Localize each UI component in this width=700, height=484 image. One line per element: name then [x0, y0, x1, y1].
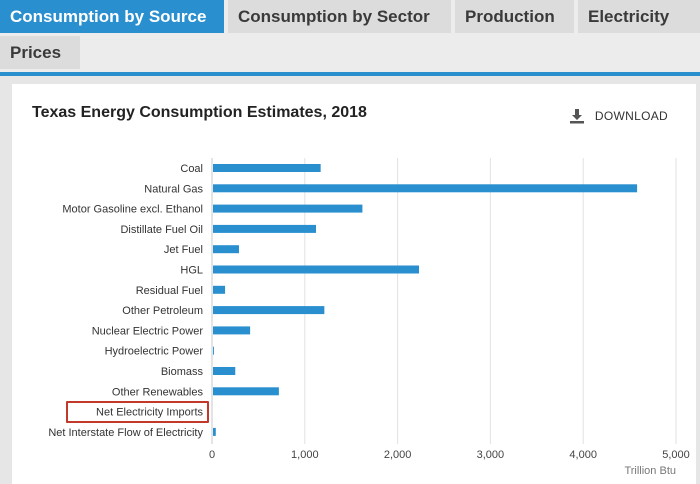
- category-label: Residual Fuel: [136, 285, 203, 297]
- tab-consumption-by-sector[interactable]: Consumption by Sector: [228, 0, 451, 33]
- x-axis-label: Trillion Btu: [624, 465, 676, 477]
- bar: [213, 367, 236, 375]
- bar: [213, 245, 239, 254]
- category-label: Distillate Fuel Oil: [120, 224, 203, 236]
- x-tick-label: 1,000: [291, 449, 319, 461]
- bar: [213, 387, 279, 396]
- x-tick-label: 4,000: [569, 449, 597, 461]
- bar: [213, 306, 325, 315]
- x-tick-label: 5,000: [662, 449, 690, 461]
- tab-consumption-by-source[interactable]: Consumption by Source: [0, 0, 224, 33]
- bar: [213, 326, 251, 335]
- tab-electricity[interactable]: Electricity: [578, 0, 700, 33]
- x-tick-label: 2,000: [384, 449, 412, 461]
- category-label: Motor Gasoline excl. Ethanol: [62, 204, 203, 216]
- bar: [213, 427, 216, 436]
- highlight-box: [66, 400, 209, 423]
- tab-bar: Consumption by Source Consumption by Sec…: [0, 0, 700, 72]
- bar: [213, 265, 420, 274]
- download-label: DOWNLOAD: [594, 109, 668, 123]
- tab-production[interactable]: Production: [455, 0, 574, 33]
- category-label: HGL: [180, 265, 203, 277]
- category-label: Hydroelectric Power: [105, 346, 204, 358]
- category-label: Other Renewables: [112, 386, 204, 398]
- bar: [213, 224, 317, 233]
- category-label: Natural Gas: [144, 183, 203, 195]
- category-label: Biomass: [161, 366, 204, 378]
- category-label: Other Petroleum: [122, 305, 203, 317]
- bar: [213, 164, 321, 172]
- bar: [213, 346, 214, 355]
- category-label: Nuclear Electric Power: [92, 325, 204, 337]
- bar: [213, 184, 638, 193]
- tab-prices[interactable]: Prices: [0, 36, 80, 69]
- tab-underline: [0, 72, 700, 76]
- download-button[interactable]: DOWNLOAD: [569, 108, 668, 124]
- category-label: Net Interstate Flow of Electricity: [48, 427, 203, 439]
- download-icon: [569, 109, 584, 124]
- x-tick-label: 0: [209, 449, 215, 461]
- bar: [213, 285, 226, 294]
- category-label: Net Electricity Imports: [96, 407, 203, 419]
- category-label: Coal: [180, 163, 203, 175]
- bar: [213, 204, 363, 213]
- category-label: Jet Fuel: [164, 244, 203, 256]
- chart-card: Texas Energy Consumption Estimates, 2018…: [12, 84, 696, 484]
- x-tick-label: 3,000: [477, 449, 505, 461]
- chart-title: Texas Energy Consumption Estimates, 2018: [32, 104, 367, 121]
